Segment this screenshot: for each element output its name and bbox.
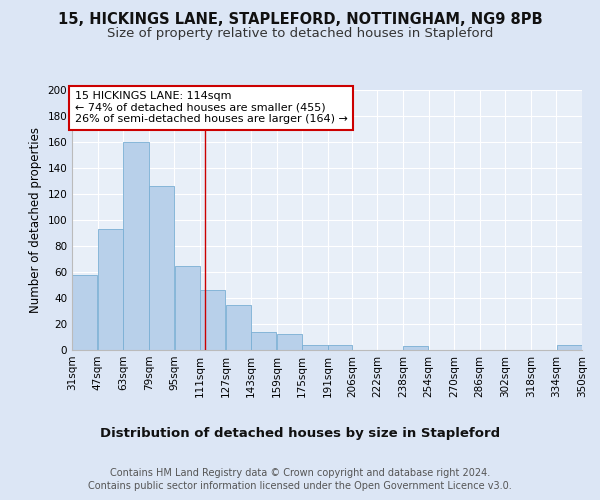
Text: Contains HM Land Registry data © Crown copyright and database right 2024.: Contains HM Land Registry data © Crown c… (110, 468, 490, 477)
Bar (302, 345, 328, 350)
Bar (149, 186, 174, 350)
Text: 15 HICKINGS LANE: 114sqm
← 74% of detached houses are smaller (455)
26% of semi-: 15 HICKINGS LANE: 114sqm ← 74% of detach… (74, 92, 347, 124)
Bar (72, 274, 97, 350)
Bar (98, 229, 123, 350)
Bar (175, 266, 200, 350)
Bar (251, 332, 277, 350)
Bar (124, 142, 149, 350)
Bar (226, 304, 251, 350)
Bar (557, 345, 582, 350)
Text: Distribution of detached houses by size in Stapleford: Distribution of detached houses by size … (100, 428, 500, 440)
Bar (328, 345, 352, 350)
Y-axis label: Number of detached properties: Number of detached properties (29, 127, 42, 313)
Text: Size of property relative to detached houses in Stapleford: Size of property relative to detached ho… (107, 28, 493, 40)
Bar (403, 346, 428, 350)
Bar (200, 290, 225, 350)
Text: 15, HICKINGS LANE, STAPLEFORD, NOTTINGHAM, NG9 8PB: 15, HICKINGS LANE, STAPLEFORD, NOTTINGHA… (58, 12, 542, 28)
Text: Contains public sector information licensed under the Open Government Licence v3: Contains public sector information licen… (88, 481, 512, 491)
Bar (277, 334, 302, 350)
